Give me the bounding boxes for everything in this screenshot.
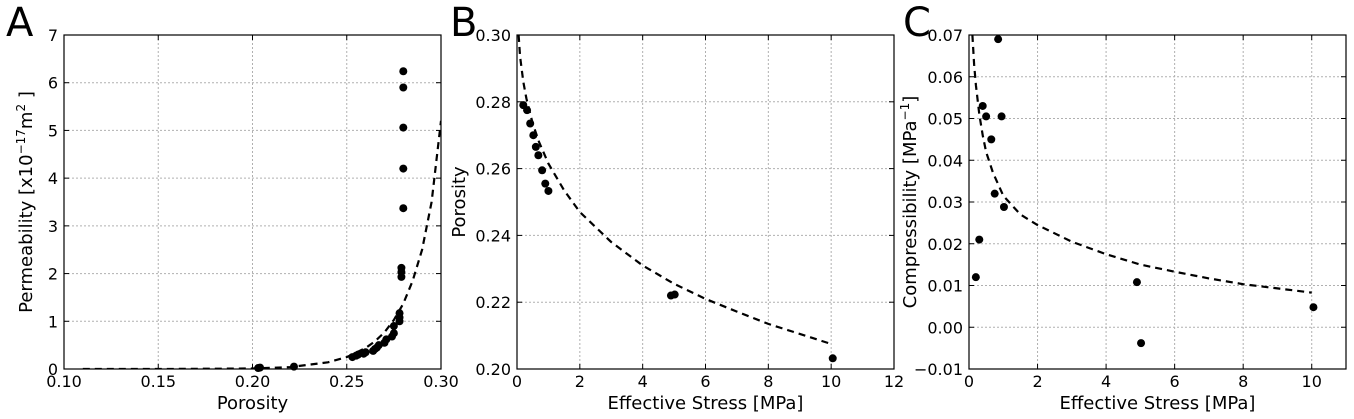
x-tick-label: 2 <box>1032 372 1042 391</box>
data-point <box>975 235 984 244</box>
data-point <box>982 112 991 121</box>
data-point <box>399 204 408 213</box>
y-tick-label: 0.20 <box>475 360 511 379</box>
data-point <box>1137 339 1146 348</box>
x-tick-label: 4 <box>638 372 648 391</box>
data-point <box>828 354 837 363</box>
x-tick-label: 0.15 <box>140 372 176 391</box>
data-point <box>395 309 404 318</box>
y-tick-label: 3 <box>48 217 58 236</box>
y-tick-label: 0.26 <box>475 160 511 179</box>
data-point <box>670 290 679 299</box>
x-tick-label: 8 <box>763 372 773 391</box>
panel-c: C 0 2 4 6 8 10 −0.01 0.00 0.01 0.02 0.03 0.04 0.05 0.0… <box>898 0 1347 414</box>
data-point <box>1132 278 1141 287</box>
x-tick-label: 0 <box>512 372 522 391</box>
fit-line <box>82 120 441 369</box>
data-point <box>978 101 987 110</box>
y-tick-label: 0 <box>48 360 58 379</box>
data-point <box>987 135 996 144</box>
data-point <box>389 329 398 338</box>
data-point <box>534 151 543 160</box>
data-point <box>523 106 532 115</box>
x-tick-label: 2 <box>575 372 585 391</box>
y-tick-label: −0.01 <box>914 360 963 379</box>
x-tick-label: 0.25 <box>329 372 365 391</box>
x-tick-label: 10 <box>821 372 841 391</box>
data-point <box>971 273 980 282</box>
y-axis-title: Porosity <box>449 166 470 238</box>
y-tick-label: 0.01 <box>927 277 963 296</box>
x-tick-label: 6 <box>1170 372 1180 391</box>
y-tick-label: 5 <box>48 121 58 140</box>
data-point <box>361 348 370 357</box>
y-tick-label: 2 <box>48 265 58 284</box>
data-point <box>397 263 406 272</box>
data-point <box>541 179 550 188</box>
data-point <box>389 322 398 331</box>
data-point <box>544 186 553 195</box>
plot-frame <box>63 34 442 370</box>
fit-line <box>517 35 832 346</box>
x-tick-label: 12 <box>884 372 904 391</box>
y-tick-label: 0.04 <box>927 151 963 170</box>
x-tick-label: 0.20 <box>235 372 271 391</box>
panel-b: B 0 2 4 6 8 10 12 0.20 0.22 0.24 0.26 0.28 0.30 Effect… <box>449 0 904 414</box>
data-point <box>399 83 408 92</box>
y-tick-label: 0.00 <box>927 318 963 337</box>
y-axis-title: Permeability [x10−17m2 ] <box>14 91 37 313</box>
y-tick-label: 1 <box>48 312 58 331</box>
x-axis-title: Effective Stress [MPa] <box>1060 393 1256 414</box>
y-tick-label: 0.05 <box>927 110 963 129</box>
data-point <box>399 123 408 132</box>
y-tick-label: 0.07 <box>927 26 963 45</box>
y-tick-label: 7 <box>48 26 58 45</box>
data-point <box>997 112 1006 121</box>
data-point <box>538 166 547 175</box>
x-axis-title: Porosity <box>217 393 289 414</box>
data-point <box>994 35 1003 44</box>
x-tick-label: 4 <box>1101 372 1111 391</box>
y-tick-label: 0.24 <box>475 226 511 245</box>
y-tick-label: 0.06 <box>927 68 963 87</box>
data-point <box>529 131 538 140</box>
panel-a: A 0.10 0.15 0.20 0.25 0.30 0 1 2 3 4 5 6 7 Porosity Per… <box>6 0 459 414</box>
panel-letter: C <box>903 0 931 46</box>
fit-line <box>971 35 1312 294</box>
y-tick-label: 6 <box>48 74 58 93</box>
y-tick-label: 0.22 <box>475 293 511 312</box>
plot-frame <box>516 34 895 370</box>
y-tick-label: 0.28 <box>475 93 511 112</box>
y-tick-label: 0.30 <box>475 26 511 45</box>
data-point <box>399 67 408 76</box>
panel-letter: A <box>6 0 34 46</box>
y-axis-title: Compressibility [MPa−1] <box>898 96 921 309</box>
x-tick-label: 0.10 <box>46 372 82 391</box>
x-tick-label: 8 <box>1238 372 1248 391</box>
x-tick-label: 0.30 <box>423 372 459 391</box>
y-tick-label: 0.02 <box>927 235 963 254</box>
y-tick-label: 0.03 <box>927 193 963 212</box>
data-point <box>526 119 535 128</box>
x-axis-title: Effective Stress [MPa] <box>608 393 804 414</box>
y-tick-label: 4 <box>48 169 58 188</box>
data-point <box>399 164 408 173</box>
data-point <box>1309 303 1318 312</box>
x-tick-label: 10 <box>1302 372 1322 391</box>
panel-letter: B <box>450 0 477 46</box>
data-point <box>999 203 1008 212</box>
data-point <box>531 142 540 151</box>
x-tick-label: 6 <box>700 372 710 391</box>
data-point <box>256 363 265 372</box>
data-point <box>990 189 999 198</box>
x-tick-label: 0 <box>964 372 974 391</box>
